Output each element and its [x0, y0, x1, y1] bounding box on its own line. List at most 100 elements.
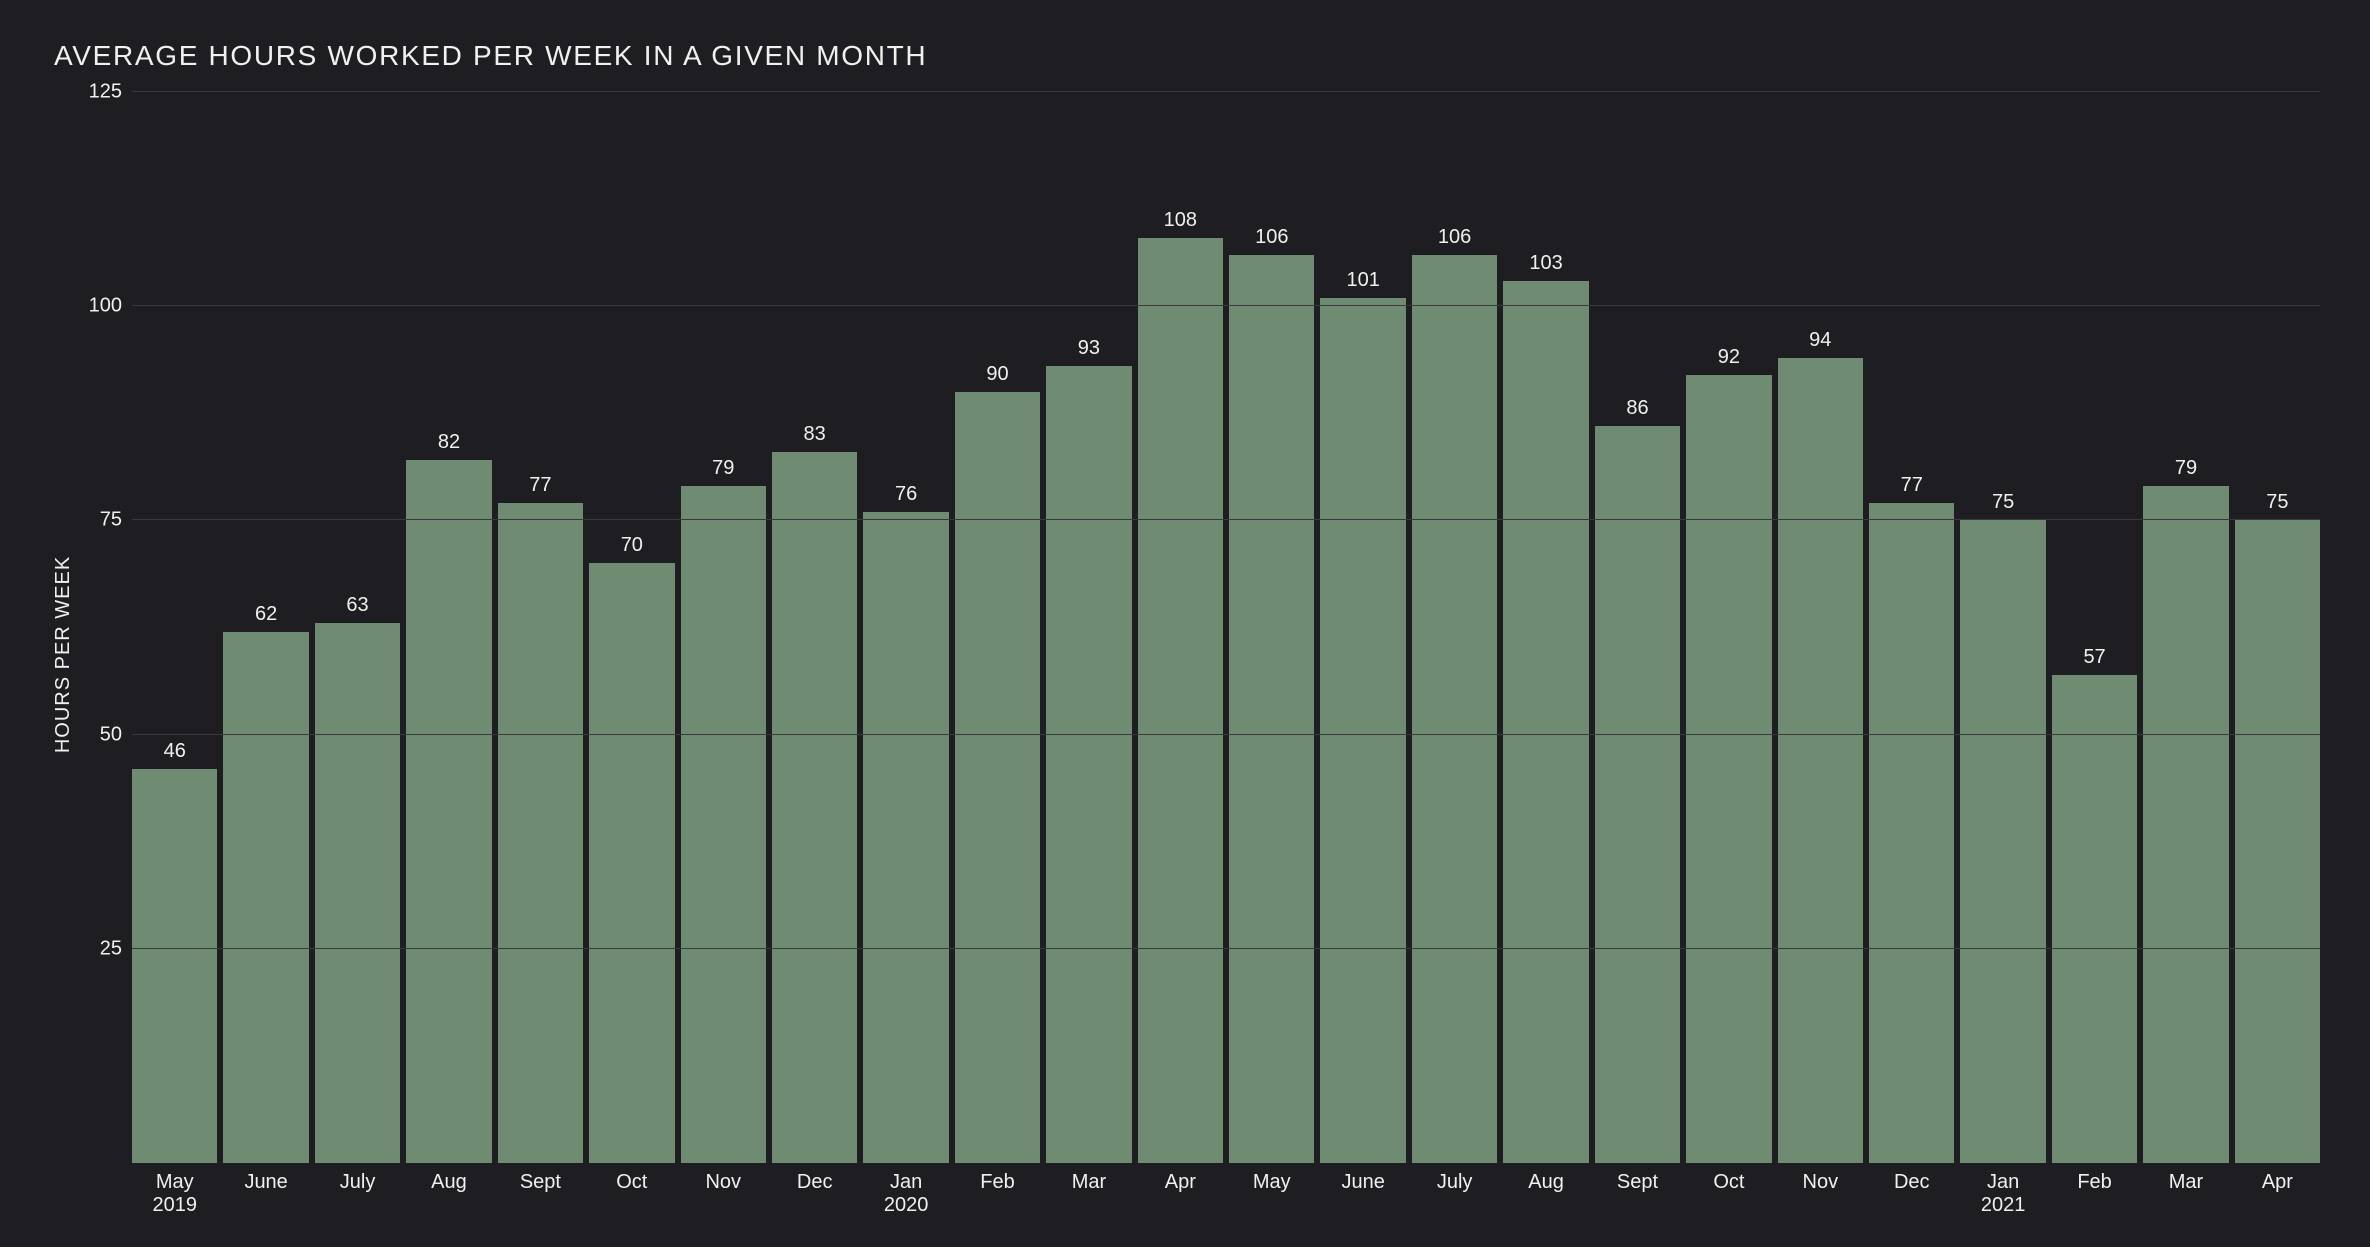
- y-axis-label-cell: HOURS PER WEEK: [50, 92, 78, 1217]
- bar-rect: [772, 452, 857, 1163]
- x-tick-year: 2020: [863, 1194, 948, 1217]
- y-tick-label: 75: [100, 509, 122, 532]
- bar-value-label: 101: [1347, 269, 1380, 292]
- bar-rect: [955, 392, 1040, 1163]
- y-tick-label: 25: [100, 937, 122, 960]
- x-tick-month: Apr: [1138, 1171, 1223, 1194]
- chart-body: HOURS PER WEEK 255075100125 466263827770…: [50, 92, 2320, 1217]
- x-tick-month: Mar: [2143, 1171, 2228, 1194]
- x-tick-year: 2021: [1960, 1194, 2045, 1217]
- bar: 101: [1320, 92, 1405, 1163]
- bar-rect: [863, 512, 948, 1163]
- x-tick-month: Dec: [772, 1171, 857, 1194]
- x-tick-label: June: [1320, 1171, 1405, 1217]
- x-tick-month: Feb: [2052, 1171, 2137, 1194]
- x-tick-label: Nov: [1778, 1171, 1863, 1217]
- bar: 106: [1412, 92, 1497, 1163]
- bar-value-label: 86: [1626, 397, 1648, 420]
- bar: 90: [955, 92, 1040, 1163]
- bar-value-label: 46: [164, 740, 186, 763]
- x-tick-label: Sept: [498, 1171, 583, 1217]
- x-tick-month: Sept: [498, 1171, 583, 1194]
- x-tick-month: Jan: [1960, 1171, 2045, 1194]
- bar-value-label: 108: [1164, 209, 1197, 232]
- x-tick-year: 2019: [132, 1194, 217, 1217]
- bar-value-label: 92: [1718, 346, 1740, 369]
- bar-rect: [1869, 503, 1954, 1163]
- x-tick-label: Dec: [772, 1171, 857, 1217]
- bar: 79: [2143, 92, 2228, 1163]
- bar: 76: [863, 92, 948, 1163]
- bar-value-label: 75: [2266, 491, 2288, 514]
- x-tick-label: Oct: [589, 1171, 674, 1217]
- bar-rect: [406, 460, 491, 1163]
- bar: 106: [1229, 92, 1314, 1163]
- bar: 57: [2052, 92, 2137, 1163]
- bar-rect: [2235, 520, 2320, 1163]
- x-tick-month: June: [223, 1171, 308, 1194]
- x-tick-label: Jan2020: [863, 1171, 948, 1217]
- grid-line: [132, 734, 2320, 735]
- bar: 62: [223, 92, 308, 1163]
- bar: 108: [1138, 92, 1223, 1163]
- bar: 77: [1869, 92, 1954, 1163]
- bar: 103: [1503, 92, 1588, 1163]
- chart-container: AVERAGE HOURS WORKED PER WEEK IN A GIVEN…: [0, 0, 2370, 1247]
- bar-rect: [1138, 238, 1223, 1163]
- bar-value-label: 57: [2083, 646, 2105, 669]
- bar-value-label: 83: [804, 423, 826, 446]
- x-tick-month: Mar: [1046, 1171, 1131, 1194]
- x-tick-month: Apr: [2235, 1171, 2320, 1194]
- bar-value-label: 63: [346, 594, 368, 617]
- x-tick-label: Nov: [681, 1171, 766, 1217]
- bar: 86: [1595, 92, 1680, 1163]
- bar: 93: [1046, 92, 1131, 1163]
- bar-value-label: 75: [1992, 491, 2014, 514]
- x-tick-label: Mar: [2143, 1171, 2228, 1217]
- bar: 94: [1778, 92, 1863, 1163]
- bar-rect: [1960, 520, 2045, 1163]
- x-tick-label: Mar: [1046, 1171, 1131, 1217]
- bar: 82: [406, 92, 491, 1163]
- bar-value-label: 106: [1255, 226, 1288, 249]
- x-tick-label: May: [1229, 1171, 1314, 1217]
- bar-rect: [2052, 675, 2137, 1163]
- x-tick-label: Aug: [406, 1171, 491, 1217]
- bar-rect: [498, 503, 583, 1163]
- y-tick-label: 100: [89, 295, 122, 318]
- bar-value-label: 62: [255, 603, 277, 626]
- bar-rect: [2143, 486, 2228, 1163]
- grid-line: [132, 948, 2320, 949]
- bar-value-label: 76: [895, 483, 917, 506]
- bar-rect: [1320, 298, 1405, 1163]
- bar: 70: [589, 92, 674, 1163]
- bar-value-label: 93: [1078, 337, 1100, 360]
- bar-value-label: 103: [1529, 252, 1562, 275]
- bar-value-label: 90: [986, 363, 1008, 386]
- bar: 46: [132, 92, 217, 1163]
- y-tick-label: 50: [100, 723, 122, 746]
- x-tick-month: May: [132, 1171, 217, 1194]
- x-tick-month: June: [1320, 1171, 1405, 1194]
- x-tick-label: Apr: [1138, 1171, 1223, 1217]
- bar: 75: [1960, 92, 2045, 1163]
- x-tick-month: Nov: [681, 1171, 766, 1194]
- bar-rect: [1412, 255, 1497, 1163]
- x-tick-label: July: [1412, 1171, 1497, 1217]
- bar-value-label: 79: [2175, 457, 2197, 480]
- grid-line: [132, 305, 2320, 306]
- x-tick-label: Apr: [2235, 1171, 2320, 1217]
- x-tick-label: Sept: [1595, 1171, 1680, 1217]
- x-tick-label: Feb: [955, 1171, 1040, 1217]
- bar: 77: [498, 92, 583, 1163]
- bar-value-label: 70: [621, 534, 643, 557]
- x-tick-month: Aug: [1503, 1171, 1588, 1194]
- x-tick-label: Jan2021: [1960, 1171, 2045, 1217]
- x-tick-month: Oct: [1686, 1171, 1771, 1194]
- bar: 83: [772, 92, 857, 1163]
- x-tick-label: July: [315, 1171, 400, 1217]
- bar-value-label: 106: [1438, 226, 1471, 249]
- x-tick-month: Oct: [589, 1171, 674, 1194]
- plot-cell: 255075100125 466263827770798376909310810…: [78, 92, 2320, 1217]
- x-tick-month: July: [1412, 1171, 1497, 1194]
